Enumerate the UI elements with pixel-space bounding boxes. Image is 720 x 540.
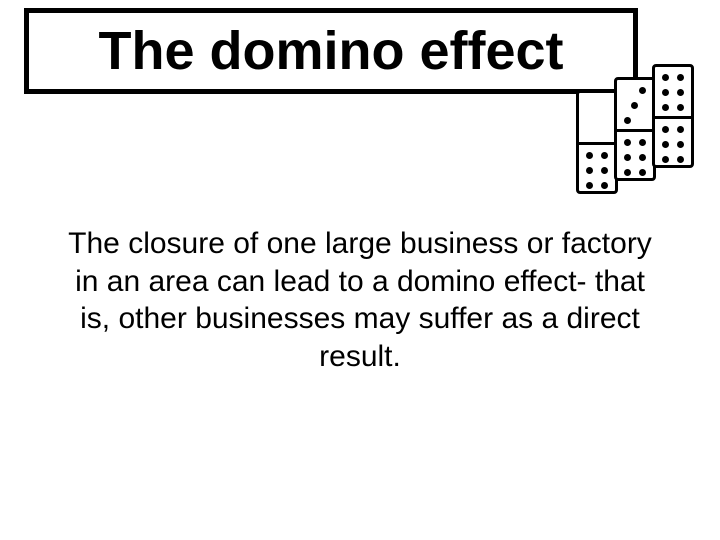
page-title: The domino effect — [98, 24, 563, 78]
body-text: The closure of one large business or fac… — [60, 225, 660, 375]
title-box: The domino effect — [24, 8, 638, 94]
domino-tile — [614, 77, 656, 181]
domino-tile — [576, 90, 618, 194]
domino-tile — [652, 64, 694, 168]
dominoes-icon — [576, 64, 706, 204]
